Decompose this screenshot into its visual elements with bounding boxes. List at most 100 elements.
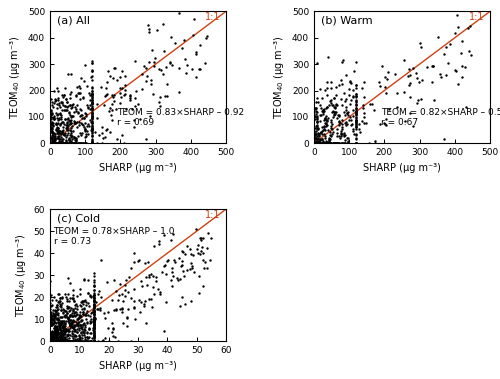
Point [90, 292, 98, 298]
Point [116, 100, 124, 106]
Point [52, 338, 60, 344]
Point [62, 116, 70, 122]
Point [334, 112, 342, 118]
Point [50, 319, 58, 326]
Point [100, 93, 108, 99]
Point [328, 102, 336, 108]
Point [50, 338, 58, 344]
Point [76, 96, 84, 102]
Point [50, 338, 58, 344]
Point [338, 140, 345, 146]
Point [90, 317, 98, 323]
Point [71, 121, 79, 127]
Point [76, 90, 84, 96]
Point [88, 67, 96, 73]
Point [82, 299, 90, 305]
Point [66, 321, 74, 327]
Point [117, 94, 125, 100]
Point [59, 136, 67, 142]
Point [52, 338, 60, 344]
Point [48, 338, 56, 344]
Point [46, 337, 54, 343]
Point [46, 140, 54, 146]
Point [46, 118, 54, 124]
Point [90, 338, 98, 344]
Point [76, 286, 84, 292]
Point [310, 135, 318, 141]
Point [56, 338, 64, 344]
Point [90, 292, 98, 298]
Point [330, 94, 338, 100]
Point [327, 78, 335, 85]
Point [54, 335, 62, 341]
Point [90, 307, 98, 313]
Point [114, 297, 122, 303]
Point [49, 338, 57, 344]
Point [74, 109, 82, 115]
Point [88, 127, 96, 133]
Point [48, 338, 56, 344]
Point [56, 304, 64, 310]
Point [62, 99, 70, 105]
Point [62, 140, 70, 146]
Point [75, 333, 83, 339]
Point [88, 115, 96, 121]
Point [318, 107, 326, 113]
Point [56, 334, 64, 340]
Point [82, 111, 90, 117]
Point [428, 79, 436, 85]
Point [50, 338, 58, 344]
Point [325, 140, 333, 146]
Point [50, 338, 58, 344]
Point [50, 338, 58, 344]
Point [87, 338, 95, 344]
Point [144, 259, 152, 265]
Point [76, 330, 84, 337]
Point [326, 140, 334, 146]
Point [116, 74, 124, 80]
Point [90, 305, 98, 311]
Point [322, 123, 330, 129]
Point [60, 132, 68, 138]
Point [66, 140, 74, 146]
Point [74, 336, 82, 342]
Point [454, 24, 462, 30]
Point [54, 329, 62, 335]
Point [54, 307, 62, 313]
Point [58, 114, 66, 120]
Point [381, 84, 389, 90]
Point [322, 120, 330, 126]
Point [53, 140, 61, 146]
Point [50, 114, 58, 121]
Point [66, 132, 74, 138]
Point [338, 81, 346, 87]
Point [53, 121, 61, 127]
Point [318, 124, 326, 130]
Point [62, 338, 70, 344]
Point [90, 297, 98, 303]
Point [161, 93, 169, 99]
Point [313, 140, 321, 146]
Point [90, 338, 98, 344]
Point [59, 309, 67, 315]
Point [52, 338, 60, 344]
Point [376, 83, 384, 89]
Point [90, 277, 98, 283]
Point [78, 338, 86, 344]
Point [322, 140, 330, 146]
Point [53, 338, 61, 344]
Point [78, 338, 86, 344]
Point [90, 317, 98, 323]
Point [56, 140, 64, 146]
Point [46, 140, 54, 146]
Point [52, 97, 60, 103]
Point [316, 118, 324, 124]
Point [58, 324, 66, 330]
Point [58, 338, 66, 344]
Point [59, 140, 67, 146]
Point [70, 140, 78, 146]
Point [338, 102, 346, 108]
Point [330, 96, 338, 102]
Point [128, 338, 136, 344]
Point [88, 338, 96, 344]
